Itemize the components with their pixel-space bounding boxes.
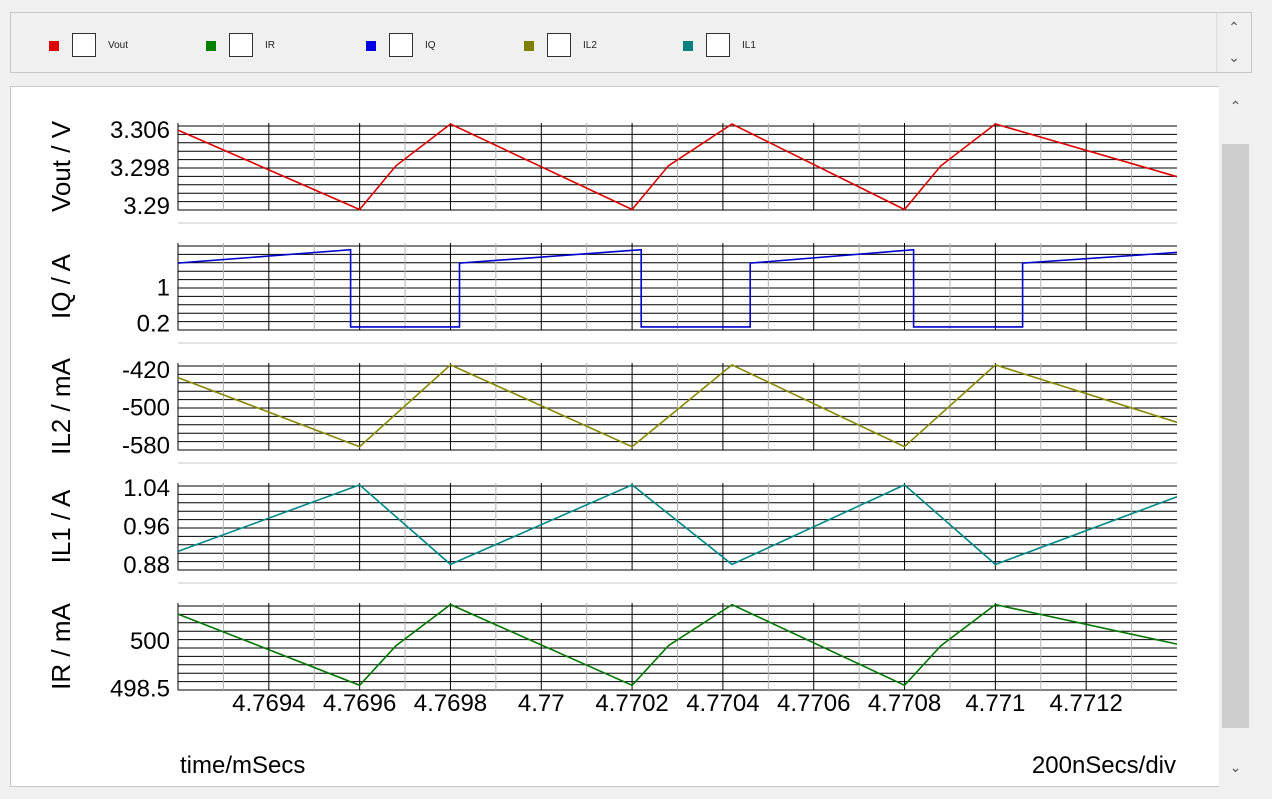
y-tick-label: 3.306 — [110, 117, 170, 144]
chevron-down-icon[interactable]: ⌄ — [1229, 759, 1242, 775]
chevron-up-icon[interactable]: ⌃ — [1228, 19, 1240, 35]
x-tick-label: 4.7712 — [1049, 690, 1122, 717]
y-axis-label: IR / mA — [46, 603, 76, 690]
x-tick-label: 4.771 — [965, 690, 1025, 717]
x-tick-label: 4.7696 — [323, 690, 396, 717]
y-tick-label: 1 — [157, 275, 170, 302]
panel-3: 1.04 0.96 0.88 IL1 / A — [46, 475, 1178, 579]
x-tick-label: 4.7694 — [232, 690, 305, 717]
y-tick-label: 3.298 — [110, 155, 170, 182]
panel-0: 3.306 3.298 3.29 Vout / V — [46, 117, 1178, 220]
legend-checkbox[interactable] — [229, 33, 253, 57]
y-tick-label: 498.5 — [110, 675, 170, 702]
vertical-scrollbar[interactable]: ⌃ ⌄ — [1219, 86, 1252, 787]
plot-area — [10, 86, 1252, 787]
y-axis-label: Vout / V — [46, 120, 76, 212]
y-tick-label: -420 — [122, 357, 170, 384]
legend-label: IL1 — [742, 40, 756, 51]
panel-1: 1 0.2 IQ / A — [46, 243, 1178, 337]
y-axis-label: IL2 / mA — [46, 357, 76, 454]
series-line-3 — [177, 483, 1178, 566]
chevron-up-icon[interactable]: ⌃ — [1229, 98, 1242, 114]
scale-label: 200nSecs/div — [1032, 752, 1176, 779]
y-axis-label: IQ / A — [46, 253, 76, 319]
series-line-4 — [177, 603, 1178, 687]
legend-scrollbar[interactable]: ⌃ ⌄ — [1216, 13, 1251, 72]
chevron-down-icon[interactable]: ⌄ — [1228, 49, 1240, 65]
x-tick-label: 4.7702 — [595, 690, 668, 717]
y-tick-label: 1.04 — [123, 475, 170, 502]
y-tick-label: 0.2 — [137, 310, 170, 337]
waveform-plots: time/mSecs 200nSecs/div 3.306 3.298 3.29 Vo… — [46, 117, 1178, 779]
series-line-0 — [177, 123, 1178, 211]
legend-swatch — [206, 41, 216, 51]
x-tick-label: 4.7704 — [686, 690, 759, 717]
legend-checkbox[interactable] — [72, 33, 96, 57]
series-line-2 — [177, 363, 1178, 448]
series-line-1 — [177, 248, 1178, 328]
y-tick-label: 3.29 — [123, 193, 170, 220]
y-tick-label: 0.88 — [123, 552, 170, 579]
panel-4: 500 498.5 IR / mA — [46, 603, 1178, 702]
legend-swatch — [366, 41, 376, 51]
x-axis-label: time/mSecs — [180, 752, 305, 779]
y-tick-label: 0.96 — [123, 514, 170, 541]
legend-bar: Vout IR IQ IL2 IL1 ⌃ ⌄ — [10, 12, 1252, 73]
x-tick-label: 4.7698 — [414, 690, 487, 717]
y-tick-label: -500 — [122, 395, 170, 422]
legend-label: IR — [265, 40, 275, 51]
legend-checkbox[interactable] — [547, 33, 571, 57]
legend-swatch — [49, 41, 59, 51]
legend-label: IQ — [425, 40, 436, 51]
scrollbar-thumb[interactable] — [1222, 144, 1249, 728]
legend-swatch — [683, 41, 693, 51]
legend-label: Vout — [108, 40, 129, 51]
legend-swatch — [524, 41, 534, 51]
x-tick-label: 4.7706 — [777, 690, 850, 717]
legend-checkbox[interactable] — [389, 33, 413, 57]
y-tick-label: 500 — [130, 628, 170, 655]
y-axis-label: IL1 / A — [46, 489, 76, 563]
legend-checkbox[interactable] — [706, 33, 730, 57]
panel-2: -420 -500 -580 IL2 / mA — [46, 357, 1178, 459]
x-tick-label: 4.7708 — [868, 690, 941, 717]
y-tick-label: -580 — [122, 432, 170, 459]
legend-label: IL2 — [583, 40, 597, 51]
x-tick-label: 4.77 — [518, 690, 565, 717]
